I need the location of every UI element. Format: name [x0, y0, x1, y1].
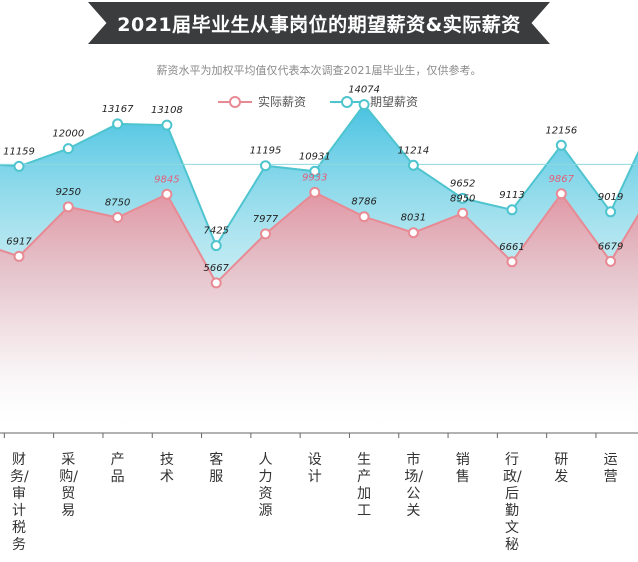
data-label-expected: 11195 [250, 146, 282, 157]
data-label-expected: 14074 [348, 85, 380, 96]
title-banner: 2021届毕业生从事岗位的期望薪资&实际薪资 [88, 2, 550, 44]
point-actual [457, 207, 469, 219]
point-actual [506, 256, 518, 268]
point-expected [506, 204, 518, 216]
point-actual [358, 211, 370, 223]
chart-title: 2021届毕业生从事岗位的期望薪资&实际薪资 [117, 14, 521, 36]
data-label-actual: 6661 [499, 242, 524, 253]
data-label-expected: 9019 [598, 192, 623, 203]
point-actual [260, 228, 271, 240]
point-actual [309, 186, 321, 198]
data-label-actual: 9250 [56, 187, 81, 198]
data-label-actual: 8031 [401, 213, 426, 224]
data-label-expected: 11214 [397, 145, 429, 156]
point-expected [210, 240, 222, 252]
legend-item-actual: 实际薪资 [218, 93, 306, 110]
point-expected [161, 119, 173, 131]
point-actual [210, 277, 222, 289]
data-label-actual: 6679 [598, 241, 623, 252]
point-actual [13, 250, 25, 262]
area-actual [0, 192, 638, 433]
category-label: 市场/公关 [404, 452, 424, 519]
point-expected [555, 139, 567, 151]
point-expected [457, 192, 469, 204]
legend-swatch-expected [330, 95, 364, 109]
data-label-expected: 12156 [545, 125, 577, 136]
data-label-expected: 10931 [299, 151, 331, 162]
point-actual [407, 227, 419, 239]
point-expected [605, 206, 617, 218]
data-label-expected: 13167 [102, 104, 134, 115]
point-expected [358, 99, 370, 111]
data-label-expected: 7425 [203, 226, 228, 237]
data-label-expected: 9652 [450, 178, 475, 189]
data-label-actual: 7977 [253, 214, 279, 225]
category-label: 采购/贸易 [59, 452, 79, 519]
chart-subtitle: 薪资水平为加权平均值仅代表本次调查2021届毕业生，仅供参考。 [156, 64, 482, 77]
point-expected [62, 143, 74, 155]
data-label-actual: 9867 [549, 174, 575, 185]
legend-swatch-actual [218, 95, 252, 109]
legend: 实际薪资 期望薪资 [0, 93, 638, 113]
data-label-expected: 13108 [151, 105, 183, 116]
category-label: 财务/审计 税务 [10, 452, 29, 553]
category-label: 行政/后勤文秘 [503, 452, 522, 553]
point-actual [62, 201, 74, 213]
point-expected [309, 165, 321, 177]
legend-item-expected: 期望薪资 [330, 93, 418, 110]
point-actual [112, 212, 124, 223]
category-label: 销售 [455, 452, 470, 485]
category-label: 研发 [554, 452, 569, 485]
point-actual [605, 255, 617, 267]
category-label: 生产加工 [357, 452, 372, 519]
data-label-actual: 6917 [6, 236, 32, 247]
legend-label-actual: 实际薪资 [258, 95, 307, 109]
category-label: 人力资源 [258, 452, 273, 519]
data-label-actual: 8786 [351, 197, 376, 208]
data-label-actual: 8750 [105, 198, 130, 209]
data-label-expected: 11159 [3, 146, 35, 157]
point-actual [555, 188, 567, 200]
category-label: 客服 [209, 452, 224, 485]
data-label-actual: 9933 [302, 172, 327, 183]
data-label-actual: 8950 [450, 193, 475, 204]
data-label-expected: 12000 [52, 129, 84, 140]
data-label-expected: 9113 [499, 190, 524, 201]
category-label: 设计 [307, 452, 322, 485]
data-label-actual: 9845 [154, 174, 179, 185]
point-expected [260, 160, 271, 172]
data-label-actual: 5667 [203, 263, 229, 274]
point-actual [161, 188, 173, 200]
point-expected [13, 160, 25, 172]
point-expected [112, 118, 124, 130]
category-label: 技术 [159, 452, 174, 485]
category-label: 产品 [110, 452, 125, 485]
point-expected [407, 159, 419, 171]
legend-label-expected: 期望薪资 [370, 95, 419, 109]
category-label: 运营 [603, 452, 618, 485]
